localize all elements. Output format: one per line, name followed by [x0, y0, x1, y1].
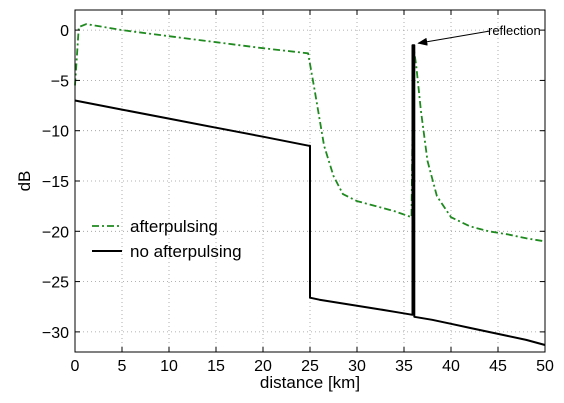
- tick-labels: 0 5 10 15 20 25 30 35 40 45 50 0 −5 −10 −15 −20 −25 −30: [42, 23, 554, 375]
- series-line-no-afterpulsing: [74, 44, 546, 346]
- x-tick-label: 30: [348, 358, 366, 375]
- y-tick-label: −15: [42, 174, 69, 191]
- y-tick-label: 0: [60, 23, 69, 40]
- series-layer: [74, 23, 546, 346]
- x-tick-label: 50: [536, 358, 554, 375]
- y-tick-label: −25: [42, 275, 69, 292]
- x-tick-label: 35: [395, 358, 413, 375]
- x-tick-label: 40: [442, 358, 460, 375]
- annotation-arrow: [417, 30, 491, 46]
- x-axis-label: distance [km]: [260, 373, 360, 392]
- y-tick-label: −10: [42, 124, 69, 141]
- x-tick-label: 25: [301, 358, 319, 375]
- x-tick-label: 5: [118, 358, 127, 375]
- ticks: [74, 10, 546, 352]
- legend-label-afterpulsing: afterpulsing: [130, 217, 218, 236]
- series-line-afterpulsing: [74, 23, 546, 243]
- legend: afterpulsing no afterpulsing: [92, 217, 242, 261]
- y-tick-label: −20: [42, 224, 69, 241]
- y-tick-label: −30: [42, 325, 69, 342]
- reflection-annotation: reflection: [417, 23, 541, 46]
- x-tick-label: 10: [160, 358, 178, 375]
- x-tick-label: 15: [207, 358, 225, 375]
- y-axis-label: dB: [15, 171, 34, 192]
- x-tick-label: 0: [71, 358, 80, 375]
- x-tick-label: 20: [254, 358, 272, 375]
- annotation-text: reflection: [488, 23, 541, 38]
- legend-label-no-afterpulsing: no afterpulsing: [130, 242, 242, 261]
- y-tick-label: −5: [51, 73, 69, 90]
- x-tick-label: 45: [489, 358, 507, 375]
